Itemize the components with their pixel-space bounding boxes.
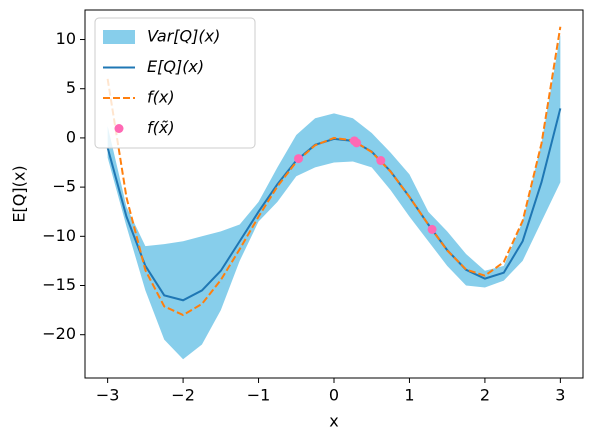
y-tick-label: 0	[66, 127, 76, 146]
point	[427, 224, 437, 234]
point	[294, 154, 304, 164]
x-tick-label: 2	[480, 386, 490, 405]
x-tick-label: 1	[404, 386, 414, 405]
x-tick-label: −2	[171, 386, 195, 405]
line	[106, 26, 562, 317]
legend-label: f(x)	[147, 88, 175, 107]
y-tick-label: −5	[52, 177, 76, 196]
legend-label: f(x̃)	[147, 118, 175, 137]
x-tick-label: −3	[96, 386, 120, 405]
x-tick-label: −1	[247, 386, 271, 405]
legend-swatch	[114, 124, 124, 133]
point	[352, 138, 362, 148]
y-tick-label: −15	[42, 275, 76, 294]
legend-swatch	[103, 30, 135, 44]
legend-label: E[Q](x)	[147, 57, 204, 76]
legend-box	[94, 17, 256, 149]
plot-frame	[84, 9, 584, 379]
point	[376, 156, 386, 166]
y-tick-label: −10	[42, 226, 76, 245]
y-tick-label: 10	[56, 29, 76, 48]
y-tick-label: −20	[42, 324, 76, 343]
x-tick-label: 3	[555, 386, 565, 405]
x-axis-label: x	[329, 412, 338, 431]
y-axis-label: E[Q](x)	[10, 165, 29, 222]
legend-label: Var[Q](x)	[147, 27, 220, 46]
x-tick-label: 0	[329, 386, 339, 405]
y-tick-label: 5	[66, 78, 76, 97]
